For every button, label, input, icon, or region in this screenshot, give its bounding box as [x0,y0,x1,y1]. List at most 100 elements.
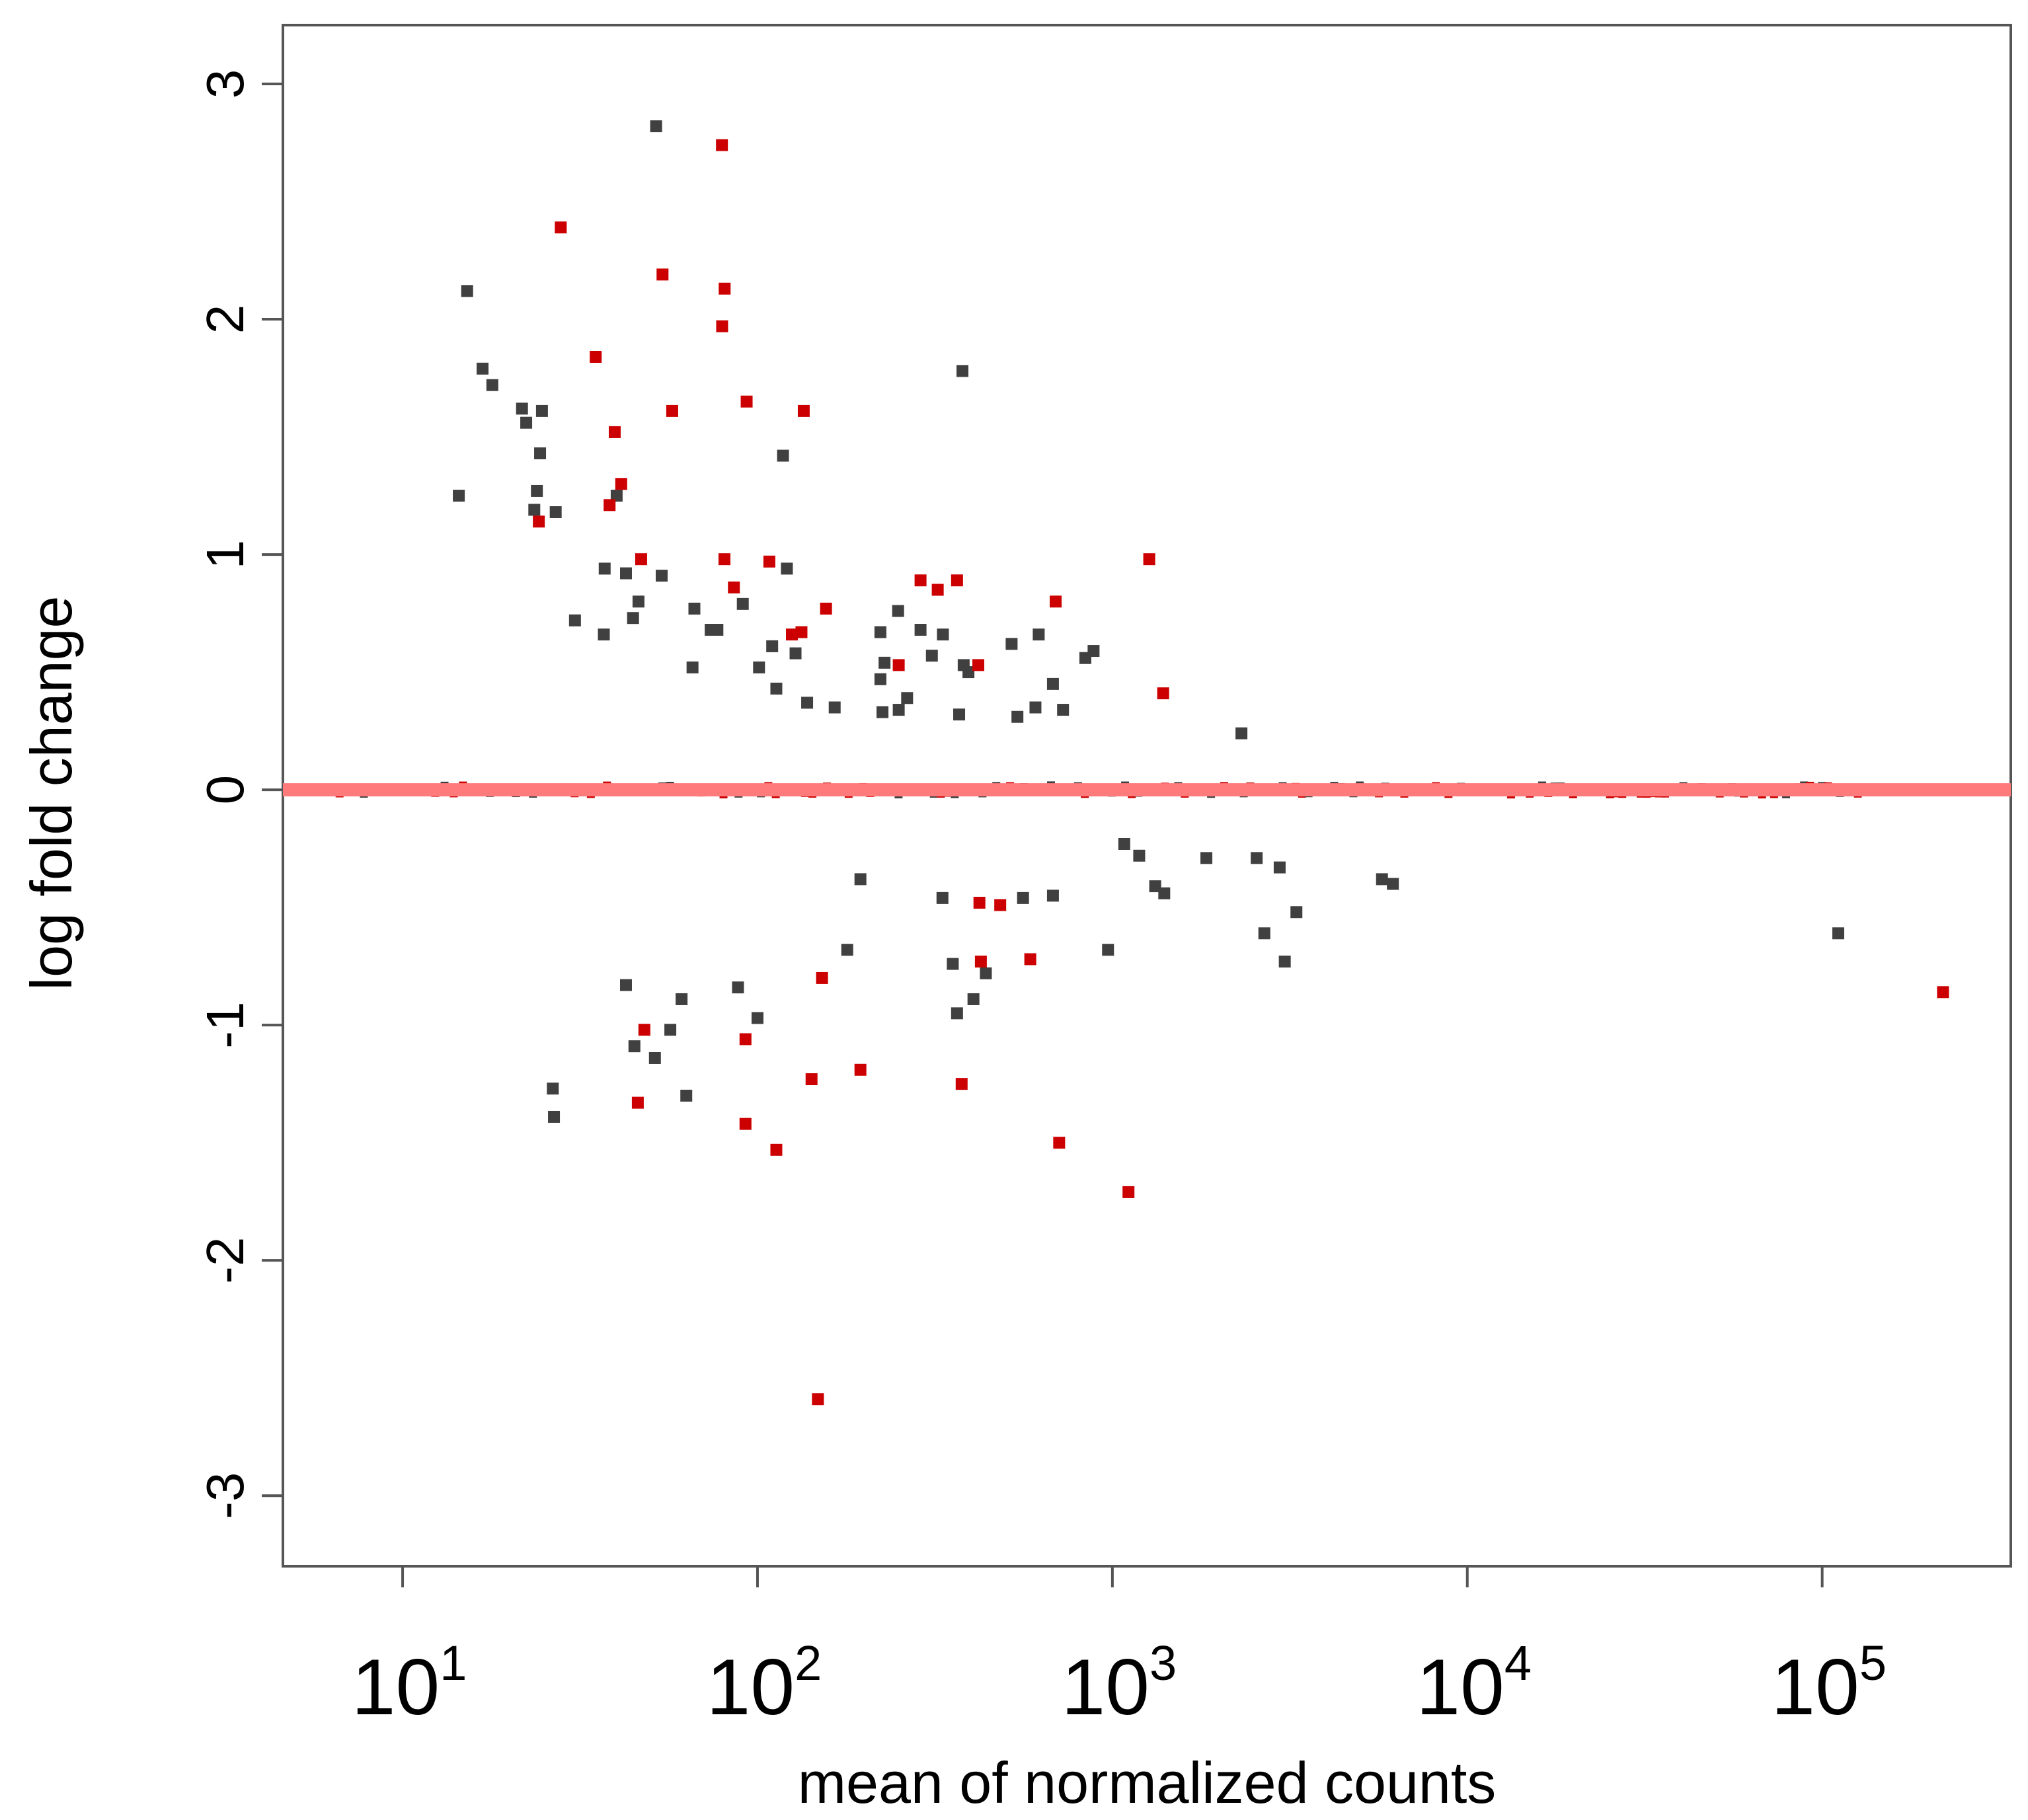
y-tick-label: -2 [196,1237,254,1284]
non-significant-point [892,605,904,617]
significant-point [718,553,730,566]
significant-point [604,499,616,512]
non-significant-point [878,656,891,669]
non-significant-point [841,944,853,956]
non-significant-point [801,697,814,709]
x-axis: 101 102 103 104 105 [352,1566,1887,1731]
non-significant-point [901,692,914,704]
non-significant-point [1376,873,1388,886]
non-significant-point [914,623,927,636]
significant-point [797,404,810,417]
significant-point [820,602,832,615]
non-significant-point [486,379,498,391]
significant-point [1143,553,1155,566]
non-significant-point [598,562,611,575]
significant-point [816,971,828,984]
significant-point [740,395,753,408]
non-significant-point [766,640,779,652]
non-significant-point [1290,906,1303,919]
y-axis-title: log fold change [19,596,84,991]
non-significant-point [1029,701,1042,714]
significant-point [716,139,728,151]
significant-point [763,555,775,568]
non-significant-point [951,1007,963,1020]
non-significant-point [1200,852,1213,864]
non-significant-point [789,647,802,660]
significant-point [994,899,1007,911]
significant-point [533,515,545,528]
significant-point [795,626,808,638]
non-significant-point [937,628,949,641]
y-tick-label: -1 [196,1002,254,1049]
significant-point [666,404,678,417]
non-significant-point [461,285,473,297]
significant-point [1937,986,1949,999]
non-significant-point [664,1024,677,1036]
non-significant-point [1258,927,1270,940]
y-tick-label: -3 [196,1472,254,1519]
non-significant-point [1033,628,1045,641]
non-significant-point [650,120,662,133]
non-significant-point [874,626,886,638]
significant-point [770,1143,783,1156]
non-significant-point [1278,956,1291,968]
significant-point [951,574,963,587]
significant-point [972,659,985,671]
non-significant-point [520,416,533,429]
y-axis: 3 2 1 0 -1 -2 -3 [196,69,283,1519]
non-significant-point [531,484,543,497]
non-significant-point [453,490,465,502]
significant-point [716,320,728,332]
non-significant-point [655,570,668,582]
x-tick-label: 105 [1771,1636,1887,1731]
non-significant-point [1017,891,1029,904]
non-significant-point [632,595,644,608]
non-significant-point [686,661,699,673]
non-significant-point [781,562,793,575]
non-significant-point [619,567,632,580]
significant-point [785,628,798,641]
non-significant-point [877,706,889,718]
non-significant-point [1235,727,1248,739]
non-significant-point [619,979,632,991]
non-significant-point [953,708,966,721]
data-points [453,120,1949,1406]
non-significant-point [751,1012,763,1024]
non-significant-point [1005,638,1018,650]
non-significant-point [1087,645,1100,658]
significant-point [590,351,602,363]
significant-point [914,574,927,587]
non-significant-point [648,1051,661,1064]
non-significant-point [676,993,688,1005]
significant-point [931,584,944,596]
non-significant-point [854,873,867,886]
non-significant-point [967,993,980,1005]
significant-point [1053,1137,1066,1149]
non-significant-point [936,891,949,904]
non-significant-point [534,447,547,459]
significant-point [805,1073,818,1086]
non-significant-point [753,661,765,673]
significant-point [1157,687,1169,700]
non-significant-point [535,404,548,417]
non-significant-point [736,597,749,610]
non-significant-point [610,490,623,502]
x-axis-title: mean of normalized counts [798,1750,1497,1815]
non-significant-point [962,666,975,679]
significant-point [739,1033,752,1045]
significant-point [812,1393,824,1406]
significant-point [631,1096,644,1109]
x-tick-label: 104 [1416,1636,1532,1731]
non-significant-point [1046,677,1059,690]
significant-point [1122,1186,1135,1198]
non-significant-point [516,402,528,415]
non-significant-point [477,362,489,375]
non-significant-point [1102,944,1114,956]
non-significant-point [548,1110,561,1123]
non-significant-point [1011,710,1024,723]
non-significant-point [688,602,701,615]
non-significant-point [627,612,639,625]
significant-point [1024,953,1036,966]
significant-point [638,1024,650,1036]
